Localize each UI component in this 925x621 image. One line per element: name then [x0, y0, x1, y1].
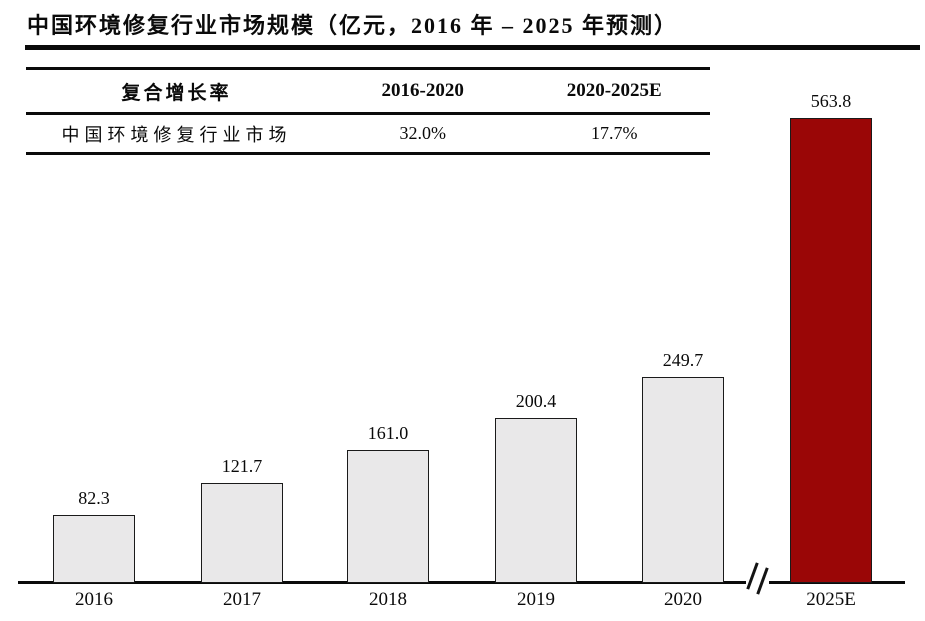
bar-2025E — [790, 118, 872, 583]
bar-value-label-2020: 249.7 — [662, 350, 704, 370]
cagr-table-header-row: 复合增长率 2016-2020 2020-2025E — [26, 70, 710, 115]
bar-2019 — [495, 418, 577, 583]
x-axis-label-2017: 2017 — [223, 589, 261, 610]
page-title: 中国环境修复行业市场规模（亿元，2016 年 – 2025 年预测） — [27, 13, 679, 38]
x-axis-label-2020: 2020 — [664, 589, 702, 610]
table-value-2020-2025e: 17.7% — [590, 123, 638, 143]
x-axis-label-2025E: 2025E — [806, 589, 856, 610]
bar-2018 — [347, 450, 429, 583]
title-underline-rule — [25, 45, 920, 50]
bar-2016 — [53, 515, 135, 583]
table-header-2020-2025e: 2020-2025E — [566, 80, 662, 101]
bar-value-label-2019: 200.4 — [515, 391, 557, 411]
bar-2017 — [201, 483, 283, 583]
bar-value-label-2016: 82.3 — [78, 488, 110, 508]
x-axis-label-2016: 2016 — [75, 589, 113, 610]
x-axis-label-2018: 2018 — [369, 589, 407, 610]
bar-value-label-2025E: 563.8 — [810, 91, 852, 111]
table-value-2016-2020: 32.0% — [399, 123, 446, 143]
table-header-2016-2020: 2016-2020 — [381, 80, 464, 101]
cagr-table: 复合增长率 2016-2020 2020-2025E 中国环境修复行业市场 32… — [26, 67, 710, 155]
x-axis-label-2019: 2019 — [517, 589, 555, 610]
bar-value-label-2018: 161.0 — [367, 423, 409, 443]
table-row-label: 中国环境修复行业市场 — [61, 124, 292, 145]
axis-break-slash-1 — [746, 562, 759, 590]
cagr-table-data-row: 中国环境修复行业市场 32.0% 17.7% — [26, 115, 710, 152]
bar-value-label-2017: 121.7 — [221, 456, 263, 476]
bar-2020 — [642, 377, 724, 583]
table-header-cagr: 复合增长率 — [121, 82, 232, 104]
